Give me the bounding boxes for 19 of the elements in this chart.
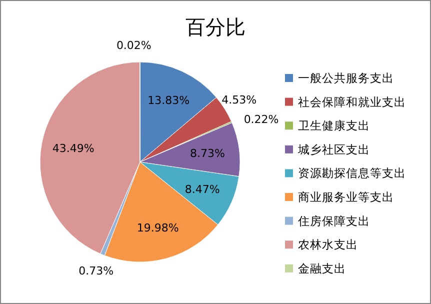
legend-label: 城乡社区支出 xyxy=(297,142,370,156)
legend-label: 农林水支出 xyxy=(298,238,358,252)
data-label: 19.98% xyxy=(136,221,179,234)
legend-label: 住房保障支出 xyxy=(297,214,370,228)
legend-label: 商业服务业等支出 xyxy=(298,190,394,204)
data-label: 8.73% xyxy=(190,147,225,160)
legend-label: 资源勘探信息等支出 xyxy=(298,166,406,180)
data-label: 0.22% xyxy=(244,113,279,126)
legend-label: 社会保障和就业支出 xyxy=(298,94,406,109)
data-label: 13.83% xyxy=(148,94,190,108)
data-label: 43.49% xyxy=(52,142,94,156)
data-label: 8.47% xyxy=(184,183,220,196)
data-label: 4.53% xyxy=(222,94,257,107)
legend-label: 一般公共服务支出 xyxy=(298,71,394,86)
legend-label: 金融支出 xyxy=(298,261,346,276)
data-label: 0.73% xyxy=(78,264,114,278)
data-label: 0.02% xyxy=(116,38,152,52)
legend-label: 卫生健康支出 xyxy=(298,118,370,133)
chart-title: 百分比 xyxy=(186,15,246,39)
